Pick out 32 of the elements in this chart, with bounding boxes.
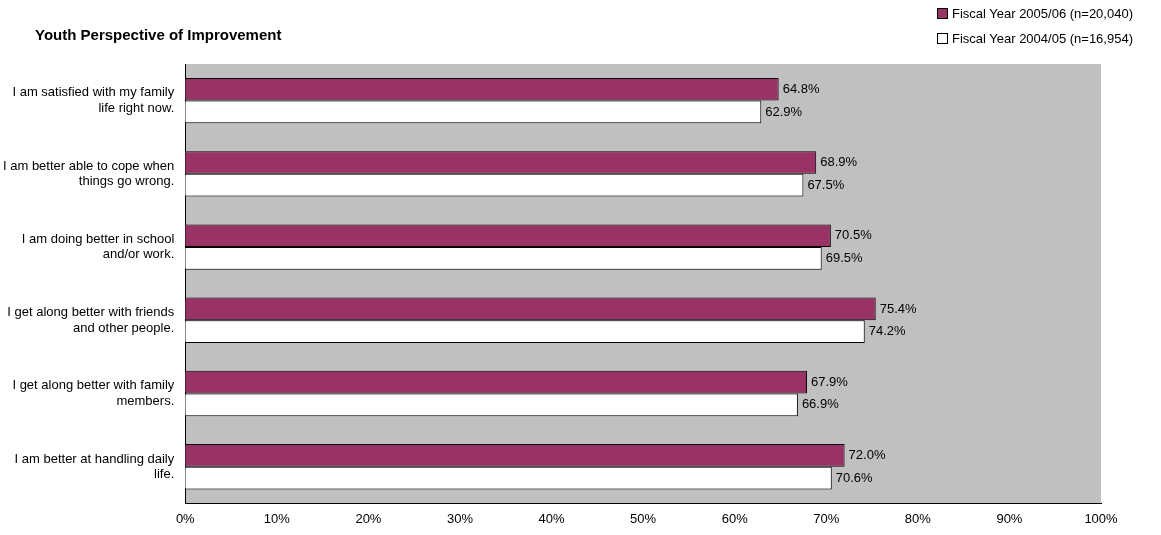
y-tick-label: I am doing better in school and/or work. xyxy=(21,230,175,262)
x-tick-label: 100% xyxy=(1084,510,1119,526)
legend-label: Fiscal Year 2004/05 (n=16,954) xyxy=(951,31,1133,46)
data-label: 67.9% xyxy=(811,373,849,389)
x-tick-label: 70% xyxy=(813,510,840,526)
data-label: 74.2% xyxy=(868,323,907,339)
data-label: 66.9% xyxy=(801,396,840,412)
chart-title: Youth Perspective of Improvement xyxy=(35,26,282,43)
x-tick-label: 60% xyxy=(721,510,749,526)
legend-label: Fiscal Year 2005/06 (n=20,040) xyxy=(951,6,1133,21)
data-label: 75.4% xyxy=(879,300,918,316)
y-tick-label: I get along better with friends and other people. xyxy=(7,304,175,335)
y-tick-label: I am better at handling daily life. xyxy=(14,450,175,482)
data-label: 62.9% xyxy=(765,103,803,119)
x-tick-label: 50% xyxy=(630,510,657,526)
data-label: 64.8% xyxy=(782,80,820,96)
x-tick-label: 30% xyxy=(446,510,474,526)
x-tick-label: 80% xyxy=(904,510,932,526)
data-label: 72.0% xyxy=(848,447,886,463)
x-tick-label: 40% xyxy=(538,510,566,526)
x-tick-label: 20% xyxy=(355,510,382,526)
data-label: 67.5% xyxy=(807,176,845,192)
data-label: 70.5% xyxy=(834,227,873,243)
data-label: 70.6% xyxy=(835,469,874,485)
y-tick-label: I am better able to cope when things go wrong. xyxy=(2,157,175,189)
data-label: 68.9% xyxy=(820,154,858,170)
x-tick-label: 90% xyxy=(996,510,1023,526)
y-tick-label: I get along better with family members. xyxy=(12,377,175,408)
y-tick-label: I am satisfied with my family life right now. xyxy=(12,84,175,115)
data-label: 69.5% xyxy=(825,250,863,266)
x-tick-label: 0% xyxy=(175,510,196,526)
x-tick-label: 10% xyxy=(263,510,291,526)
